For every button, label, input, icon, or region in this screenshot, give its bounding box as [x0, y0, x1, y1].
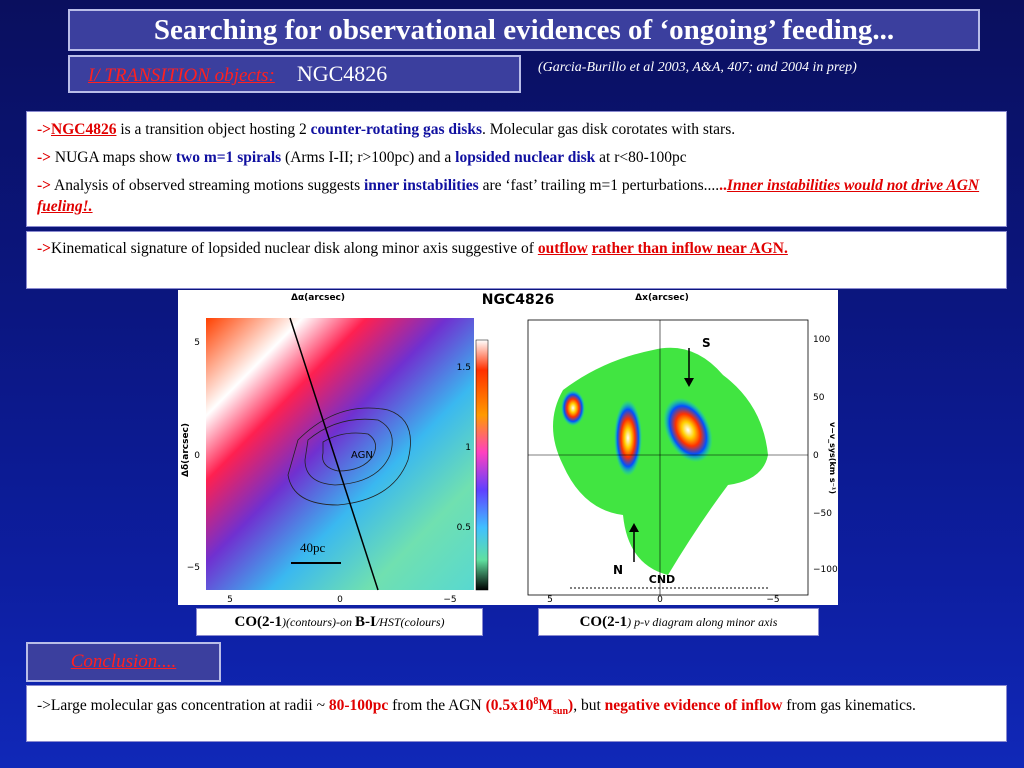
mass-part: M: [538, 697, 553, 715]
right-ytick-1: 100: [813, 335, 830, 345]
right-xtick-3: −5: [766, 595, 779, 605]
pv-peak-2: [663, 397, 713, 463]
mass-value: (0.5x108Msun): [485, 696, 574, 718]
left-xtick-1: 5: [227, 595, 233, 605]
text: . Molecular gas disk corotates with star…: [482, 121, 736, 138]
mass-part: (0.5x10: [485, 697, 534, 715]
keyword: inner instabilities: [364, 177, 479, 194]
text: NUGA maps show: [51, 149, 176, 166]
caption-italic: /HST(colours): [375, 615, 445, 629]
pv-peak-3: [561, 390, 585, 426]
arrowhead-n: [629, 523, 639, 532]
left-xtick-2: 0: [337, 595, 343, 605]
keyword: two m=1 spirals: [175, 149, 282, 166]
mass-subscript: sun: [553, 706, 569, 718]
object-name: NGC4826: [296, 61, 388, 86]
section-label: I/ TRANSITION objects:: [88, 65, 275, 86]
label-s: S: [702, 336, 711, 350]
caption-bold: B-I: [354, 614, 376, 630]
text: is a transition object hosting 2: [116, 121, 311, 138]
pv-green-region: [553, 347, 768, 575]
cbar-tick-2: 1: [465, 443, 471, 453]
left-ylabel: Δδ(arcsec): [181, 423, 191, 477]
right-xtick-2: 0: [657, 595, 663, 605]
minor-axis-line: [289, 317, 379, 591]
text: at r<80-100pc: [595, 149, 687, 166]
colorbar: [475, 339, 489, 591]
text: from the AGN: [388, 697, 486, 715]
cbar-tick-1: 1.5: [457, 363, 471, 373]
left-ytick-2: 0: [194, 451, 200, 461]
right-ytick-4: −50: [813, 509, 832, 519]
left-xlabel: Δα(arcsec): [291, 293, 345, 303]
cbar-tick-3: 0.5: [457, 523, 471, 533]
keyword: counter-rotating gas disks: [310, 121, 482, 138]
object-link: NGC4826: [51, 121, 117, 138]
left-xtick-3: −5: [443, 595, 456, 605]
caption-bold: CO(2-1: [579, 614, 628, 630]
kinematics-panel: ->Kinematical signature of lopsided nucl…: [26, 231, 1007, 289]
ngc4826-figure: NGC4826 Δα(arcsec) AGN 40pc 1.5 1 0.5 Δδ…: [178, 290, 838, 605]
conclusion-label: Conclusion....: [70, 651, 177, 672]
label-cnd: CND: [649, 573, 675, 586]
dots: ..: [719, 177, 727, 194]
conclusion-panel: ->Large molecular gas concentration at r…: [26, 685, 1007, 742]
keyword: 80-100pc: [328, 697, 389, 715]
bullet-arrow: ->: [37, 149, 51, 166]
label-n: N: [613, 563, 623, 577]
page-title: Searching for observational evidences of…: [68, 9, 980, 51]
citation: (Garcia-Burillo et al 2003, A&A, 407; an…: [538, 60, 857, 75]
caption-bold: CO(2-1: [234, 614, 283, 630]
caption-italic: )(contours)-on: [282, 615, 355, 629]
caption-left: CO(2-1)(contours)-on B-I/HST(colours): [196, 608, 483, 636]
arrowhead-s: [684, 378, 694, 387]
keyword: negative evidence of inflow: [604, 697, 783, 715]
right-xtick-1: 5: [547, 595, 553, 605]
key-statement: Inner instabilities would not drive AGN …: [37, 177, 980, 215]
right-xlabel: Δx(arcsec): [635, 293, 689, 303]
left-ytick-3: −5: [187, 563, 200, 573]
bullet-2: -> NUGA maps show two m=1 spirals (Arms …: [37, 147, 996, 168]
pv-peak-1: [614, 400, 642, 476]
text: Analysis of observed streaming motions s…: [51, 177, 364, 194]
text: ->Large molecular gas concentration at r…: [37, 697, 329, 715]
text: Kinematical signature of lopsided nuclea…: [51, 240, 538, 257]
left-map: [206, 318, 474, 590]
mass-part: ): [568, 697, 574, 715]
text: from gas kinematics.: [782, 697, 916, 715]
text: , but: [573, 697, 605, 715]
agn-label: AGN: [351, 450, 373, 461]
bullet-arrow: ->: [37, 240, 51, 257]
keyword: rather than inflow near AGN.: [591, 240, 788, 257]
text: (Arms I-II; r>100pc) and a: [281, 149, 456, 166]
right-ytick-2: 50: [813, 393, 825, 403]
bullet-arrow: ->: [37, 177, 51, 194]
section-header: I/ TRANSITION objects: NGC4826: [68, 55, 521, 93]
keyword: lopsided nuclear disk: [455, 149, 596, 166]
conclusion-header: Conclusion....: [26, 642, 221, 682]
scale-label: 40pc: [300, 540, 326, 555]
right-ylabel: v−v_sys(km s⁻¹): [828, 422, 837, 494]
right-ytick-3: 0: [813, 451, 819, 461]
right-ytick-5: −100: [813, 565, 838, 575]
caption-right: CO(2-1) p-v diagram along minor axis: [538, 608, 819, 636]
bullet-1: ->NGC4826 is a transition object hosting…: [37, 119, 996, 140]
caption-italic: ) p-v diagram along minor axis: [627, 615, 778, 629]
text: are ‘fast’ trailing m=1 perturbations...…: [478, 177, 720, 194]
spiral-contours: [287, 407, 411, 506]
keyword: outflow: [537, 240, 588, 257]
bullet-arrow: ->: [37, 121, 51, 138]
mass-exponent: 8: [533, 696, 539, 707]
left-ytick-1: 5: [194, 338, 200, 348]
bullet-3: -> Analysis of observed streaming motion…: [37, 175, 996, 217]
figure-name: NGC4826: [482, 292, 554, 308]
summary-panel: ->NGC4826 is a transition object hosting…: [26, 111, 1007, 227]
